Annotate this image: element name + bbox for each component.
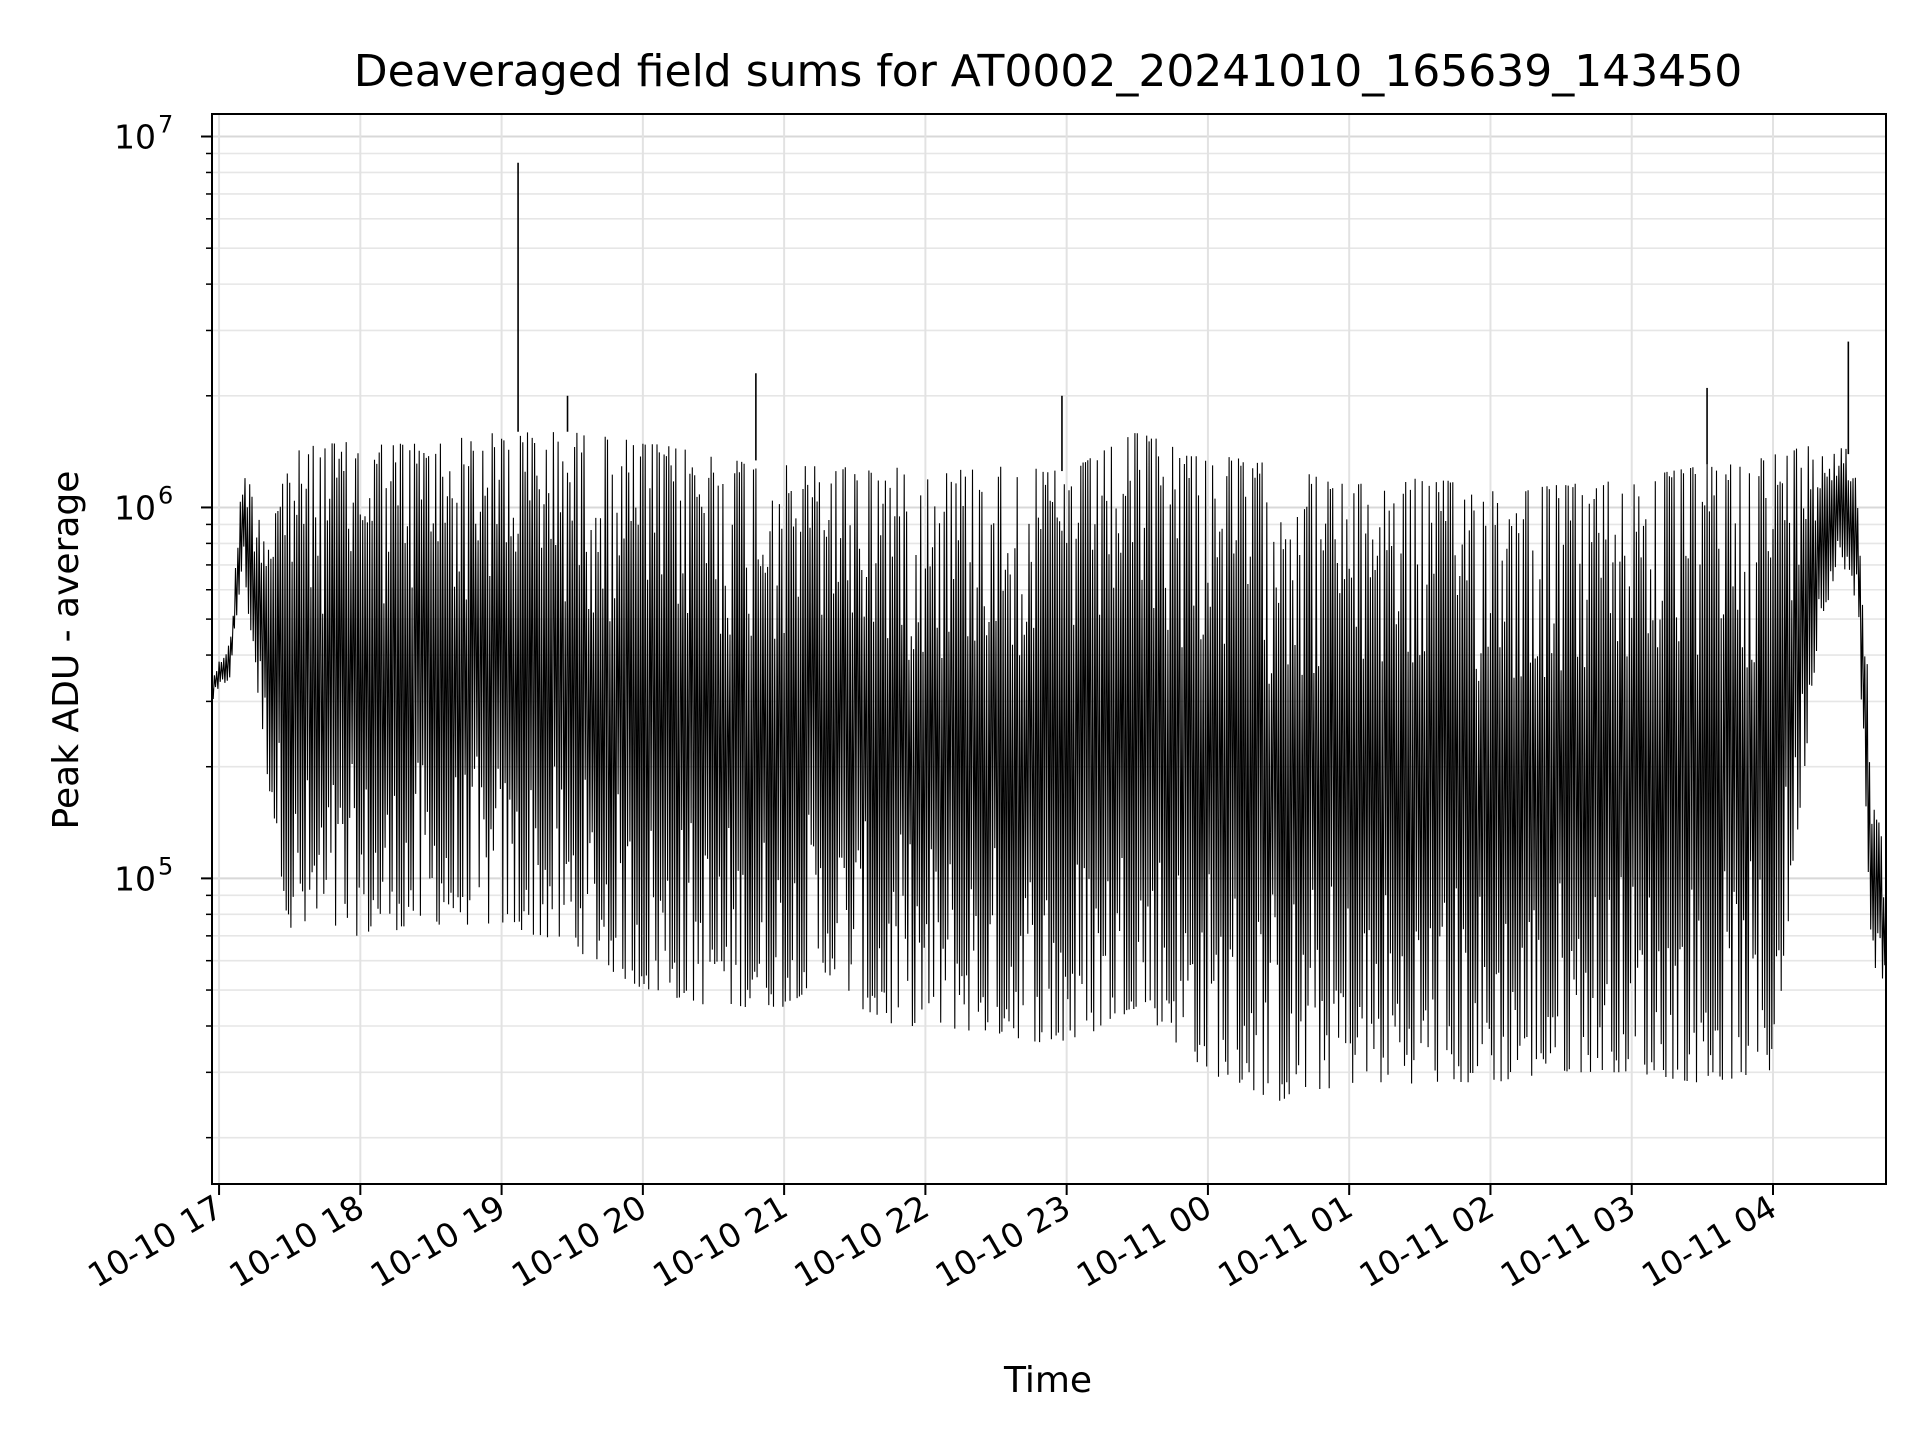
data-series <box>211 162 1887 1101</box>
series-line <box>211 432 1887 1101</box>
y-tick-exponent: 7 <box>158 111 173 139</box>
y-tick-exponent: 6 <box>158 481 173 509</box>
plot-area-frame <box>211 113 1887 1185</box>
chart-title: Deaveraged field sums for AT0002_2024101… <box>354 46 1742 97</box>
y-tick-label: 10 <box>114 118 156 157</box>
y-tick-exponent: 5 <box>158 852 173 880</box>
y-tick-label: 10 <box>114 859 156 898</box>
y-tick-label: 10 <box>114 488 156 527</box>
x-axis-label: Time <box>1003 1360 1092 1401</box>
y-axis-label: Peak ADU - average <box>46 471 87 830</box>
